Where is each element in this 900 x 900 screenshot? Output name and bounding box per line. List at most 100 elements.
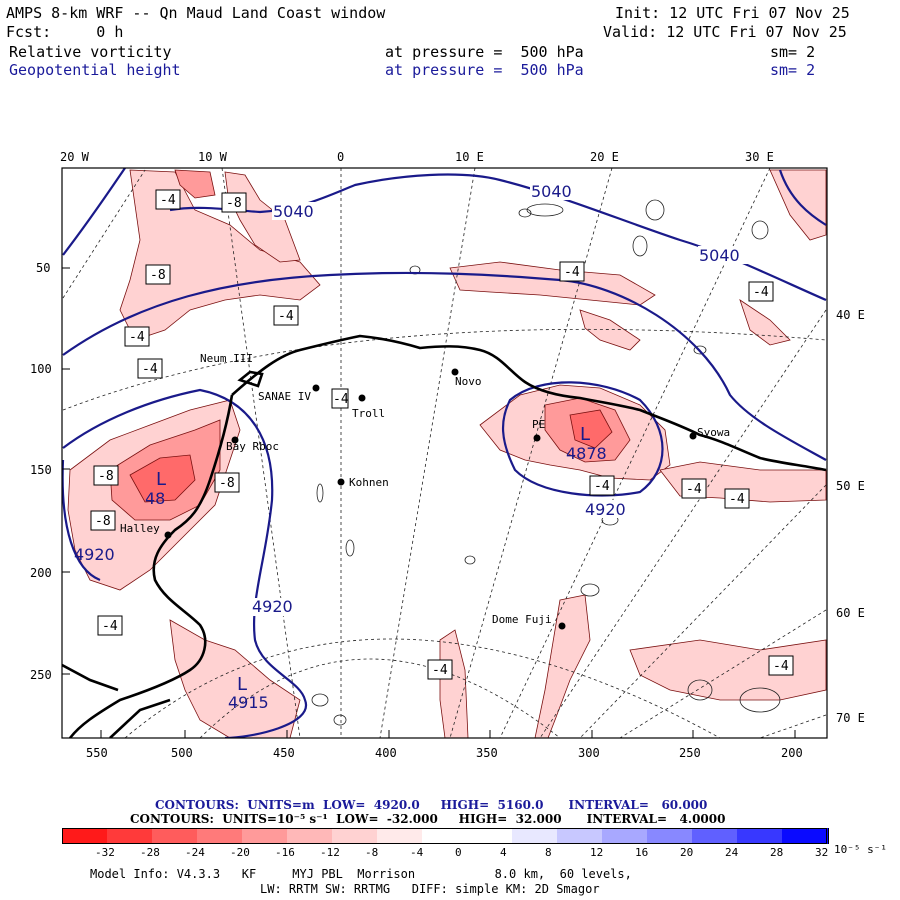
colorbar-tick-label: 16 [635,846,649,859]
colorbar-tick-label: 4 [500,846,507,859]
x-350: 350 [476,746,498,760]
y-150: 150 [30,463,52,477]
y-50: 50 [36,261,50,275]
vorticity-value-boxes: -4 -8 -8 -4 -4 -4 -4 -8 -8 -8 -4 -4 -4 -… [90,189,794,680]
field1-level: at pressure = 500 hPa [385,43,584,61]
field1-name: Relative vorticity [9,43,172,61]
model-info: Model Info: V4.3.3 KF MYJ PBL Morrison 8… [90,867,632,881]
label-syowa: Syowa [697,426,730,439]
colorbar-tick-label: 20 [680,846,694,859]
low-center: L [580,424,590,445]
label-troll: Troll [352,407,385,420]
field2-name: Geopotential height [9,61,181,79]
lon-top-10e: 10 E [455,150,484,164]
station-markers [164,368,697,630]
vort-box: -8 [90,510,116,531]
svg-text:-4: -4 [686,482,702,497]
vort-box: -4 [427,659,453,680]
coastline [62,334,827,738]
colorbar-cell [782,828,829,844]
x-200: 200 [781,746,803,760]
lon-right-60e: 60 E [836,606,865,620]
lon-top-20w: 20 W [60,150,90,164]
lon-top-20e: 20 E [590,150,619,164]
label-kohnen: Kohnen [349,476,389,489]
vort-box: -8 [93,465,119,486]
height-4915: 4915 [228,693,269,712]
vort-box: -4 [748,281,774,302]
lon-right-40e: 40 E [836,308,865,322]
height-labels: 5040 5040 5040 4920 4920 4920 4878 4915 … [74,182,748,712]
svg-text:-4: -4 [278,309,294,324]
lon-top-10w: 10 W [198,150,228,164]
ticks [62,267,796,738]
svg-text:-4: -4 [160,193,176,208]
colorbar-tick-label: -16 [275,846,295,859]
vort-box: -8 [221,192,247,213]
valid-time: Valid: 12 UTC Fri 07 Nov 25 [603,23,847,41]
map-frame [61,167,828,739]
lon-top-0: 0 [337,150,344,164]
field1-smoothing: sm= 2 [770,43,816,61]
colorbar-tick-label: -32 [95,846,115,859]
svg-text:-4: -4 [773,659,789,674]
colorbar-tick-label: -20 [230,846,250,859]
label-neum: Neum III [200,352,253,365]
height-5040-b: 5040 [531,182,572,201]
svg-text:-8: -8 [226,196,242,211]
colorbar-tick-label: 0 [455,846,462,859]
svg-text:-4: -4 [753,285,769,300]
forecast-hour: Fcst: 0 h [6,23,124,41]
colorbar-tick-label: -8 [365,846,379,859]
svg-text:-8: -8 [98,469,114,484]
contours-height-info: CONTOURS: UNITS=m LOW= 4920.0 HIGH= 5160… [155,798,708,812]
vort-box: -8 [145,264,171,285]
vort-box: -4 [589,475,615,496]
vort-box: -4 [331,388,349,409]
x-450: 450 [273,746,295,760]
height-5040-c: 5040 [699,246,740,265]
vort-box: -4 [681,478,707,499]
colorbar-tick-label: 8 [545,846,552,859]
contours-vorticity-info: CONTOURS: UNITS=10⁻⁵ s⁻¹ LOW= -32.000 HI… [130,812,726,826]
map-interior [62,168,827,738]
vort-box: -4 [559,261,585,282]
svg-text:-8: -8 [219,476,235,491]
height-48: 48 [145,489,165,508]
height-5040-a: 5040 [273,202,314,221]
low-left: L [156,469,166,490]
height-contours [62,168,827,738]
colorbar-unit: 10⁻⁵ s⁻¹ [834,843,887,856]
vort-box: -4 [97,615,123,636]
colorbar-tick-label: 32 [815,846,829,859]
svg-text:-8: -8 [150,268,166,283]
height-4920-c: 4920 [74,545,115,564]
label-novo: Novo [455,375,482,388]
x-250: 250 [679,746,701,760]
label-dome-fuji: Dome Fuji [492,613,552,626]
label-pe: PE [532,418,545,431]
vort-box: -4 [768,655,794,676]
low-bottom: L [237,674,247,695]
label-halley: Halley [120,522,160,535]
lon-top-30e: 30 E [745,150,774,164]
vort-box: -8 [214,472,240,493]
colorbar-tick-label: -24 [185,846,205,859]
svg-text:-4: -4 [564,265,580,280]
label-sanae: SANAE IV [258,390,311,403]
y-100: 100 [30,362,52,376]
init-time: Init: 12 UTC Fri 07 Nov 25 [615,4,850,22]
svg-text:-4: -4 [729,492,745,507]
vort-box: -4 [124,326,150,347]
x-500: 500 [171,746,193,760]
svg-text:-4: -4 [129,330,145,345]
y-250: 250 [30,668,52,682]
colorbar-tick-label: 28 [770,846,784,859]
graticule [62,168,827,738]
x-300: 300 [578,746,600,760]
physics-info: LW: RRTM SW: RRTMG DIFF: simple KM: 2D S… [260,882,600,896]
colorbar-tick-label: -12 [320,846,340,859]
field2-level: at pressure = 500 hPa [385,61,584,79]
height-4878: 4878 [566,444,607,463]
